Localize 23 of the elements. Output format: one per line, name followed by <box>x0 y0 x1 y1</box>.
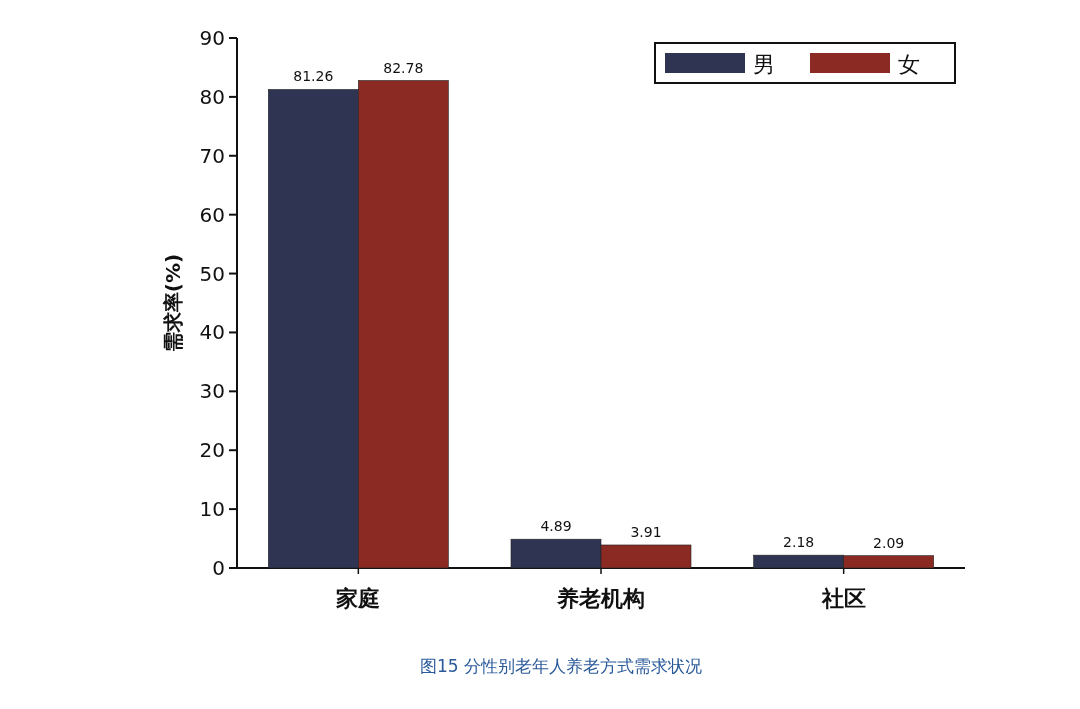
x-tick-label: 社区 <box>820 586 866 611</box>
data-label: 4.89 <box>540 518 572 535</box>
data-label: 3.91 <box>630 523 662 540</box>
y-tick-label: 0 <box>212 556 225 580</box>
y-tick-label: 30 <box>199 379 225 404</box>
legend-label: 女 <box>898 52 920 77</box>
legend-label: 男 <box>753 52 775 77</box>
y-axis-title: 需求率(%) <box>161 253 185 353</box>
y-tick-label: 70 <box>199 143 225 168</box>
x-tick-label: 养老机构 <box>556 586 645 611</box>
data-label: 2.18 <box>783 534 815 551</box>
y-tick-label: 40 <box>199 320 225 345</box>
data-label: 82.78 <box>383 59 424 76</box>
y-tick-label: 80 <box>199 84 225 109</box>
y-tick-label: 10 <box>199 497 225 522</box>
data-label: 81.26 <box>293 68 334 85</box>
y-tick-label: 90 <box>199 26 225 50</box>
caption: 图15 分性别老年人养老方式需求状况 <box>419 656 703 676</box>
y-tick-label: 50 <box>199 261 225 286</box>
y-tick-label: 60 <box>199 202 225 227</box>
y-tick-label: 20 <box>199 438 225 463</box>
x-tick-label: 家庭 <box>335 586 381 611</box>
data-label: 2.09 <box>873 534 905 551</box>
